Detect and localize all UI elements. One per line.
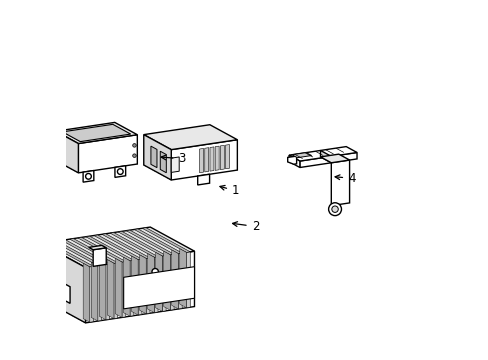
- Polygon shape: [126, 230, 174, 255]
- Polygon shape: [287, 156, 296, 164]
- Polygon shape: [122, 261, 125, 318]
- Polygon shape: [123, 267, 194, 309]
- Polygon shape: [320, 154, 349, 163]
- Polygon shape: [110, 233, 158, 257]
- Polygon shape: [163, 251, 170, 310]
- Polygon shape: [56, 122, 137, 144]
- Polygon shape: [99, 261, 106, 320]
- Polygon shape: [131, 256, 138, 315]
- Polygon shape: [91, 262, 98, 321]
- Polygon shape: [139, 255, 146, 314]
- Polygon shape: [186, 252, 190, 308]
- Polygon shape: [291, 153, 311, 158]
- Circle shape: [132, 144, 136, 147]
- Polygon shape: [150, 259, 159, 283]
- Text: 1: 1: [220, 184, 239, 197]
- Polygon shape: [90, 266, 93, 322]
- Polygon shape: [162, 256, 166, 311]
- Circle shape: [85, 174, 91, 179]
- Polygon shape: [142, 228, 190, 252]
- Polygon shape: [78, 237, 125, 262]
- Text: 2: 2: [232, 220, 259, 233]
- Polygon shape: [83, 171, 94, 182]
- Polygon shape: [299, 153, 356, 167]
- Polygon shape: [41, 227, 194, 267]
- Polygon shape: [155, 252, 162, 311]
- Polygon shape: [83, 263, 90, 322]
- Polygon shape: [98, 265, 102, 321]
- Polygon shape: [102, 234, 150, 258]
- Polygon shape: [151, 146, 157, 168]
- Polygon shape: [130, 260, 134, 316]
- Polygon shape: [88, 246, 106, 250]
- Polygon shape: [331, 160, 349, 206]
- Polygon shape: [178, 253, 182, 309]
- Polygon shape: [85, 251, 194, 323]
- Polygon shape: [180, 249, 186, 308]
- Polygon shape: [288, 155, 299, 167]
- Circle shape: [48, 295, 52, 299]
- Circle shape: [132, 154, 136, 157]
- Polygon shape: [170, 254, 174, 310]
- Polygon shape: [54, 241, 102, 266]
- Polygon shape: [41, 243, 85, 323]
- Polygon shape: [147, 253, 154, 312]
- Polygon shape: [61, 240, 109, 265]
- Polygon shape: [171, 250, 178, 309]
- Text: 4: 4: [334, 172, 355, 185]
- Polygon shape: [143, 125, 237, 150]
- Polygon shape: [107, 260, 114, 319]
- Polygon shape: [56, 131, 78, 173]
- Polygon shape: [45, 242, 93, 267]
- Circle shape: [331, 206, 338, 212]
- Polygon shape: [118, 231, 166, 256]
- Circle shape: [328, 203, 341, 216]
- Polygon shape: [171, 140, 237, 180]
- Polygon shape: [154, 257, 158, 312]
- Polygon shape: [64, 284, 70, 303]
- Polygon shape: [138, 259, 142, 315]
- Polygon shape: [32, 276, 41, 300]
- Circle shape: [46, 293, 54, 301]
- Polygon shape: [320, 150, 331, 163]
- Polygon shape: [199, 148, 203, 173]
- Polygon shape: [204, 148, 208, 172]
- Polygon shape: [215, 146, 219, 170]
- Polygon shape: [114, 263, 118, 319]
- Polygon shape: [115, 166, 125, 177]
- Polygon shape: [288, 147, 356, 161]
- Polygon shape: [143, 135, 171, 180]
- Circle shape: [152, 269, 158, 275]
- Polygon shape: [160, 151, 166, 173]
- Polygon shape: [94, 235, 142, 260]
- Polygon shape: [209, 147, 214, 171]
- Polygon shape: [171, 157, 179, 172]
- Polygon shape: [86, 236, 134, 261]
- Polygon shape: [70, 239, 118, 263]
- Polygon shape: [197, 174, 209, 185]
- Polygon shape: [93, 248, 106, 266]
- Circle shape: [117, 169, 123, 175]
- Polygon shape: [62, 124, 130, 141]
- Polygon shape: [220, 145, 224, 170]
- Text: 3: 3: [161, 152, 185, 165]
- Polygon shape: [146, 258, 150, 314]
- Polygon shape: [225, 145, 229, 169]
- Polygon shape: [123, 257, 130, 316]
- Polygon shape: [134, 229, 182, 253]
- Circle shape: [34, 286, 41, 293]
- Polygon shape: [78, 135, 137, 173]
- Polygon shape: [115, 258, 122, 318]
- Polygon shape: [106, 264, 109, 320]
